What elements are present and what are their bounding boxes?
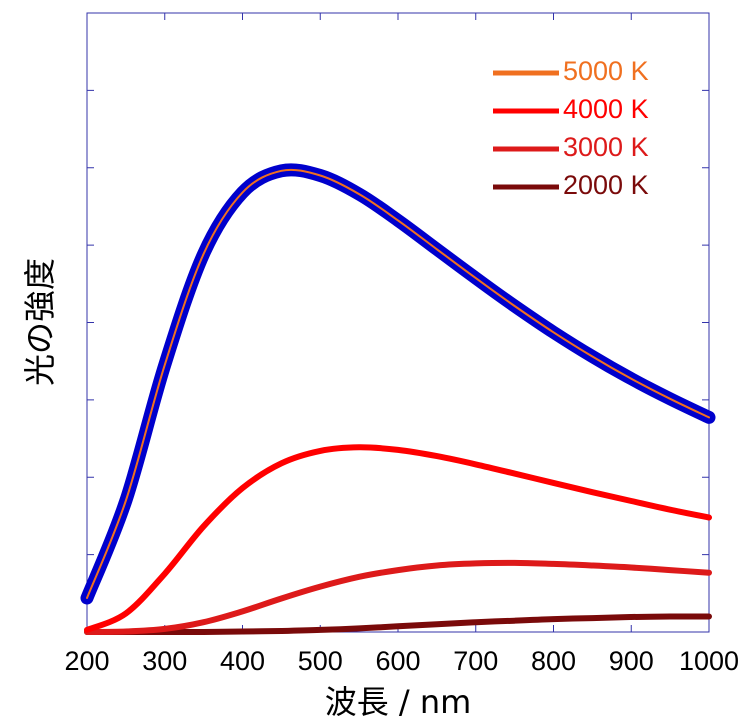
legend-label: 5000 K	[563, 56, 649, 86]
x-tick-labels: 200 300 400 500 600 700 800 900 1000	[64, 646, 739, 676]
legend-label: 2000 K	[563, 170, 649, 200]
x-tick-label: 700	[453, 646, 498, 676]
series-line-3000k	[84, 559, 712, 635]
x-tick-label: 400	[220, 646, 265, 676]
series-layer	[80, 163, 716, 636]
legend: 5000 K 4000 K 3000 K 2000 K	[493, 56, 649, 200]
series-line-4000k	[84, 444, 712, 633]
x-tick-label: 500	[298, 646, 343, 676]
axis-ticks	[86, 12, 710, 633]
x-tick-label: 1000	[679, 646, 739, 676]
x-axis-title: 波長 / nm	[325, 683, 472, 721]
series-line-2000k	[84, 613, 712, 636]
x-tick-label: 200	[64, 646, 109, 676]
legend-label: 4000 K	[563, 94, 649, 124]
x-tick-label: 800	[531, 646, 576, 676]
x-tick-label: 300	[142, 646, 187, 676]
legend-label: 3000 K	[563, 132, 649, 162]
x-tick-label: 600	[375, 646, 420, 676]
y-axis-title: 光の強度	[21, 258, 59, 386]
series-line-5000k	[86, 168, 710, 599]
series-line-5000k-highlight	[80, 163, 716, 605]
x-tick-label: 900	[609, 646, 654, 676]
